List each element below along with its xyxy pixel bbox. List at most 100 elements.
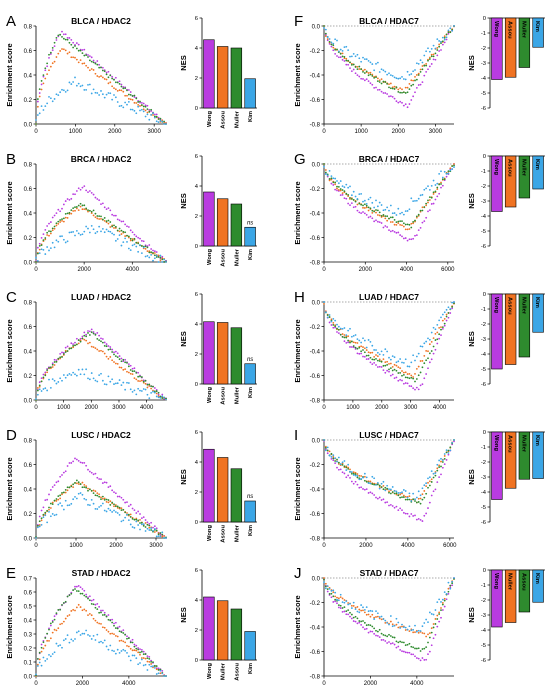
x-tick-label: 2000 — [392, 129, 406, 135]
data-point — [90, 225, 93, 227]
data-point — [161, 531, 164, 534]
data-point — [438, 337, 441, 340]
data-point — [399, 367, 402, 370]
data-point — [384, 361, 387, 364]
nes-category-label: Assou — [507, 297, 513, 315]
data-point — [410, 645, 413, 648]
data-point — [83, 230, 86, 233]
panel-title: STAD / HDAC7 — [360, 568, 419, 578]
data-point — [365, 627, 368, 630]
data-point — [42, 249, 45, 251]
data-point — [419, 70, 422, 73]
panel-letter: J — [294, 565, 302, 582]
data-point — [40, 236, 43, 239]
data-point — [62, 89, 65, 92]
data-point — [399, 648, 402, 651]
data-point — [373, 483, 376, 486]
y-axis-label: Enrichment score — [5, 595, 14, 658]
data-point — [389, 74, 392, 76]
data-point — [356, 68, 359, 71]
data-point — [48, 378, 50, 381]
x-tick-label: 0 — [34, 267, 38, 273]
data-point — [382, 353, 385, 356]
nes-category-label: Kim — [534, 435, 540, 446]
data-point — [68, 486, 71, 489]
x-tick-label: 4000 — [140, 405, 154, 411]
nes-category-label: Wong — [493, 21, 499, 37]
nes-axis-label: NES — [179, 607, 188, 622]
data-point — [70, 209, 73, 212]
data-point — [36, 259, 39, 262]
data-point — [87, 633, 89, 636]
data-point — [330, 452, 333, 455]
data-point — [87, 468, 89, 471]
data-point — [367, 74, 370, 77]
data-point — [142, 246, 145, 249]
y-tick-label: -0.8 — [310, 260, 321, 266]
data-point — [96, 198, 99, 200]
data-point — [402, 626, 405, 629]
data-point — [116, 505, 119, 508]
data-point — [410, 629, 413, 632]
data-point — [428, 338, 431, 341]
data-point — [391, 216, 394, 219]
data-point — [150, 391, 153, 394]
series-orange — [35, 337, 167, 401]
data-point — [129, 239, 132, 242]
data-point — [408, 238, 411, 241]
data-point — [111, 359, 114, 362]
data-point — [428, 58, 431, 60]
data-point — [42, 513, 45, 516]
data-point — [116, 506, 119, 509]
data-point — [386, 363, 389, 366]
data-point — [42, 233, 45, 236]
data-point — [434, 184, 437, 186]
data-point — [146, 655, 149, 658]
data-point — [427, 199, 429, 202]
data-point — [144, 115, 147, 118]
data-point — [414, 359, 416, 362]
data-point — [376, 483, 379, 486]
data-point — [378, 484, 381, 487]
data-point — [90, 210, 93, 213]
data-point — [365, 480, 368, 483]
data-point — [90, 56, 93, 59]
data-point — [369, 609, 372, 612]
data-point — [81, 493, 84, 496]
data-point — [131, 244, 134, 247]
data-point — [436, 481, 439, 484]
x-tick-label: 2000 — [77, 267, 91, 273]
data-point — [328, 316, 331, 318]
data-point — [382, 92, 385, 94]
data-point — [83, 594, 86, 597]
data-point — [77, 481, 80, 484]
data-point — [347, 467, 350, 470]
data-point — [157, 672, 160, 675]
data-point — [53, 60, 56, 63]
x-tick-label: 3000 — [149, 543, 163, 549]
data-point — [391, 642, 394, 645]
y-tick-label: 0.6 — [24, 590, 33, 596]
data-point — [131, 98, 134, 101]
data-point — [81, 49, 84, 51]
data-point — [362, 349, 364, 351]
data-point — [133, 367, 136, 370]
data-point — [126, 94, 128, 97]
data-point — [451, 30, 454, 32]
data-point — [57, 240, 60, 243]
data-point — [118, 83, 121, 85]
data-point — [341, 597, 344, 600]
data-point — [64, 33, 67, 36]
data-point — [40, 88, 43, 91]
data-point — [51, 100, 54, 103]
data-point — [81, 609, 84, 612]
data-point — [395, 369, 398, 372]
data-point — [96, 348, 99, 351]
panel-letter: H — [294, 289, 305, 306]
data-point — [376, 220, 379, 223]
nes-axis-label: NES — [179, 193, 188, 208]
data-point — [328, 179, 331, 182]
data-point — [114, 88, 117, 91]
data-point — [438, 613, 441, 615]
data-point — [445, 38, 448, 41]
